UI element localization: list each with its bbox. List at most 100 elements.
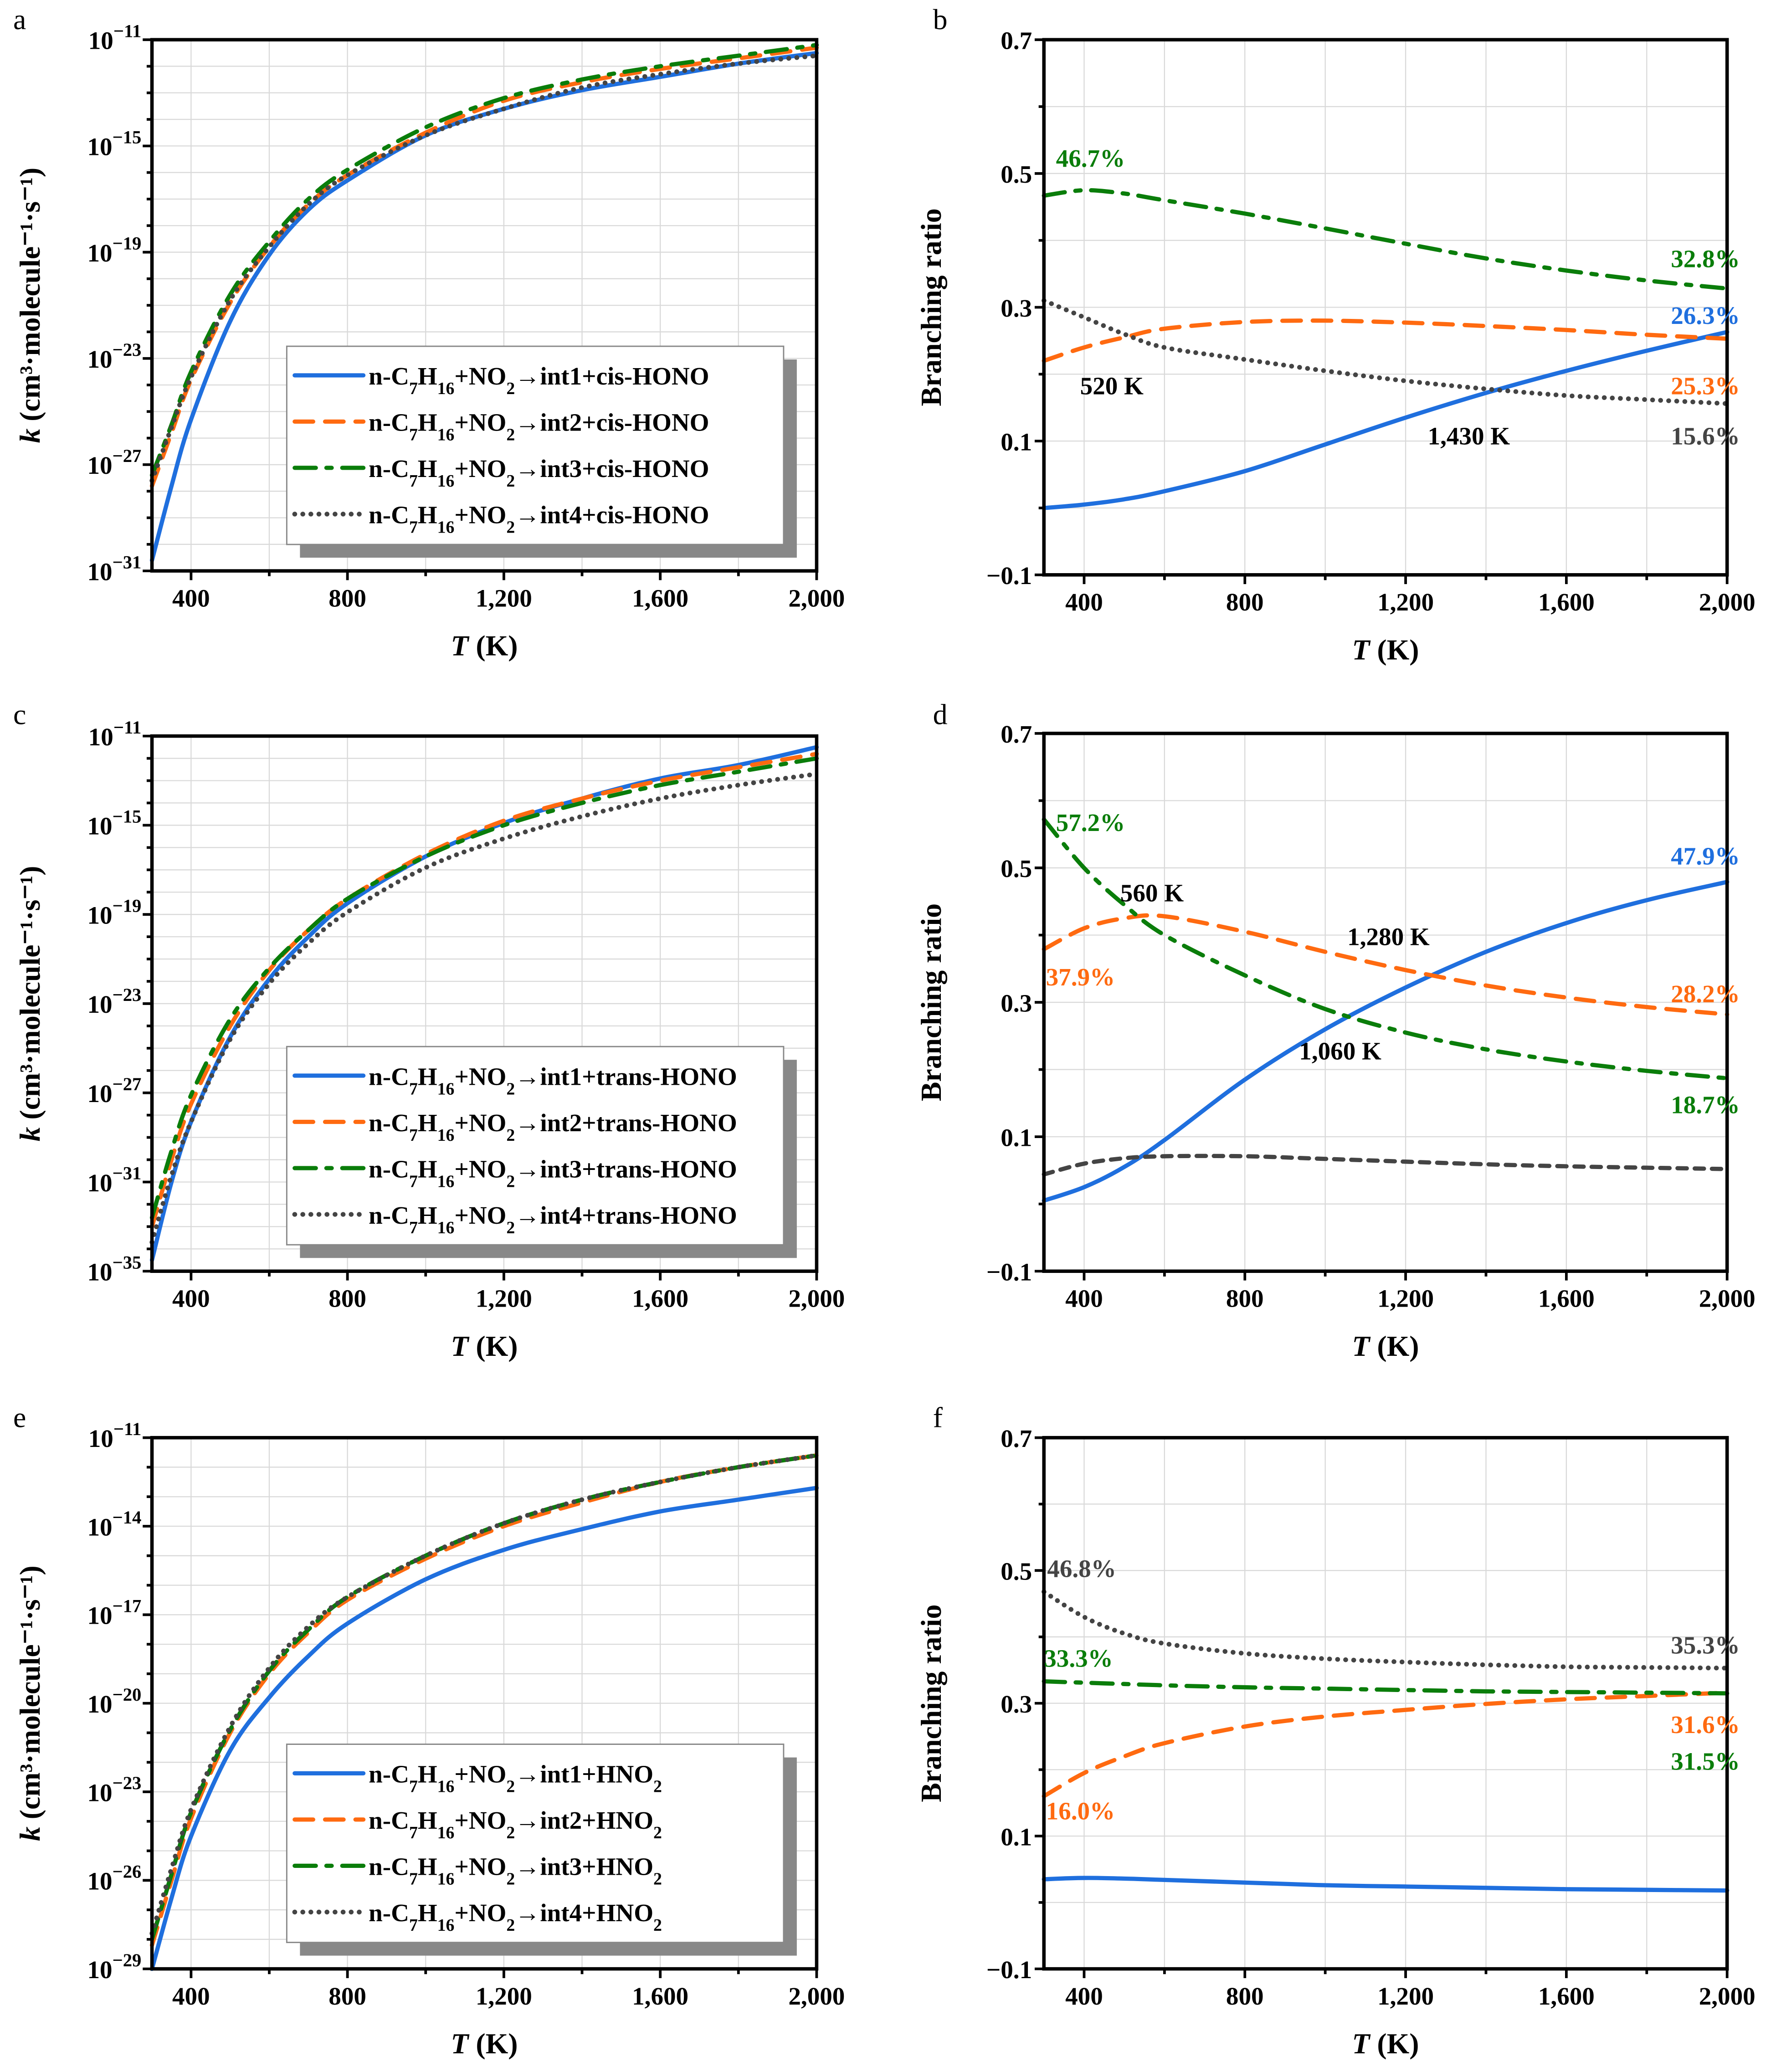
x-tick-label: 1,200 bbox=[1377, 1982, 1434, 2010]
ticks: 400 800 1,200 1,600 2,000 10−11 10−14 10−17 10−2… bbox=[87, 1419, 845, 2010]
annotation-label: 33.3% bbox=[1044, 1644, 1113, 1672]
legend-label: n-C7H16+NO2→int2+HNO2 bbox=[369, 1806, 662, 1842]
y-tick-label: 0.7 bbox=[1001, 1425, 1032, 1452]
y-tick-label: 10−35 bbox=[87, 1252, 142, 1286]
ticks: 400 800 1,200 1,600 2,000 10−11 10−15 10−19 10−2… bbox=[87, 717, 845, 1313]
ticks: 400 800 1,200 1,600 2,000 −0.1 0.1 0.3 0.5 0.7 bbox=[986, 1425, 1755, 2010]
y-axis-label: k (cm³·molecule⁻¹·s⁻¹) bbox=[14, 866, 46, 1142]
series-line-int3 bbox=[149, 1453, 819, 1942]
annotation-label: 520 K bbox=[1080, 372, 1144, 400]
y-tick-label: 10−11 bbox=[88, 1419, 142, 1452]
annotation-label: 32.8% bbox=[1671, 245, 1740, 272]
x-tick-label: 1,200 bbox=[476, 1285, 532, 1313]
x-tick-label: 400 bbox=[172, 1285, 210, 1313]
annotation-label: 18.7% bbox=[1671, 1091, 1740, 1119]
x-tick-label: 800 bbox=[329, 584, 366, 612]
gridlines bbox=[1044, 733, 1727, 1272]
panel-letter: d bbox=[933, 698, 948, 731]
y-tick-label: 0.3 bbox=[1001, 294, 1032, 322]
series-group bbox=[149, 43, 819, 563]
x-tick-label: 1,600 bbox=[1538, 1982, 1595, 2010]
annotation-label: 1,060 K bbox=[1299, 1037, 1381, 1065]
y-tick-label: 10−27 bbox=[87, 446, 142, 479]
ticks: 400 800 1,200 1,600 2,000 10−11 10−15 10−19 10−2… bbox=[87, 21, 845, 612]
series-line-int2 bbox=[1042, 913, 1730, 1017]
panel-letter: c bbox=[13, 698, 26, 731]
x-tick-label: 1,600 bbox=[1538, 1285, 1595, 1313]
y-tick-label: 10−23 bbox=[87, 1773, 142, 1806]
annotation-label: 1,430 K bbox=[1428, 422, 1510, 450]
legend-label: n-C7H16+NO2→int1+HNO2 bbox=[369, 1760, 662, 1796]
annotation-label: 31.5% bbox=[1671, 1747, 1740, 1775]
y-tick-label: 10−11 bbox=[88, 717, 142, 751]
y-tick-label: 0.7 bbox=[1001, 26, 1032, 54]
x-tick-label: 400 bbox=[1065, 1982, 1103, 2010]
series-group bbox=[149, 745, 819, 1262]
panel-letter: a bbox=[13, 3, 26, 36]
annotation-label: 37.9% bbox=[1046, 963, 1115, 991]
legend-label: n-C7H16+NO2→int4+cis-HONO bbox=[369, 501, 709, 537]
series-line-int1 bbox=[149, 1486, 819, 1971]
ticks: 400 800 1,200 1,600 2,000 −0.1 0.1 0.3 0.5 0.7 bbox=[986, 720, 1755, 1312]
series-line-int2 bbox=[1042, 1690, 1730, 1799]
y-tick-label: 10−31 bbox=[87, 1163, 142, 1197]
x-tick-label: 1,600 bbox=[632, 1982, 688, 2010]
series-line-int4 bbox=[149, 1453, 819, 1936]
annotation-label: 16.0% bbox=[1046, 1797, 1115, 1825]
series-line-int2 bbox=[1042, 318, 1730, 363]
annotation-label: 560 K bbox=[1120, 879, 1184, 907]
y-tick-label: 0.5 bbox=[1001, 1557, 1032, 1585]
panel-f: f 400 800 1,200 1,600 2,000 −0.1 0.1 0.3 0.5 0.7 T … bbox=[915, 1401, 1755, 2060]
annotation-label: 46.8% bbox=[1047, 1555, 1116, 1583]
annotation-label: 26.3% bbox=[1671, 302, 1740, 329]
panel-c: c 400 800 1,200 1,600 2,000 10−11 10−15 10−19 10−… bbox=[13, 698, 845, 1362]
y-tick-label: 10−20 bbox=[87, 1684, 142, 1718]
x-axis-label: T (K) bbox=[1352, 633, 1419, 666]
series-line-int3 bbox=[1042, 817, 1730, 1081]
x-tick-label: 2,000 bbox=[788, 1982, 845, 2010]
x-tick-label: 2,000 bbox=[788, 1285, 845, 1313]
annotation-label: 28.2% bbox=[1671, 980, 1740, 1008]
x-tick-label: 1,600 bbox=[632, 1285, 688, 1313]
x-axis-label: T (K) bbox=[1352, 2027, 1419, 2060]
annotation-label: 1,280 K bbox=[1347, 923, 1430, 951]
y-tick-label: 10−23 bbox=[87, 339, 142, 373]
x-tick-label: 2,000 bbox=[1699, 588, 1755, 616]
x-axis-label: T (K) bbox=[451, 1330, 518, 1362]
series-line-int3 bbox=[1042, 1679, 1730, 1696]
series-line-int4 bbox=[1042, 298, 1730, 406]
y-tick-label: −0.1 bbox=[986, 1956, 1032, 1984]
panel-letter: b bbox=[933, 3, 948, 36]
panel-letter: f bbox=[933, 1401, 943, 1433]
y-tick-label: 10−19 bbox=[87, 233, 142, 267]
series-line-int3 bbox=[149, 43, 819, 477]
y-axis-label: k (cm³·molecule⁻¹·s⁻¹) bbox=[14, 1565, 46, 1841]
x-axis-label: T (K) bbox=[451, 630, 518, 662]
x-tick-label: 1,200 bbox=[476, 1982, 532, 2010]
annotation-label: 25.3% bbox=[1671, 372, 1740, 400]
legend-label: n-C7H16+NO2→int1+cis-HONO bbox=[369, 362, 709, 398]
x-tick-label: 400 bbox=[172, 584, 210, 612]
ticks: 400 800 1,200 1,600 2,000 −0.1 0.1 0.3 0.5 0.7 bbox=[986, 26, 1755, 616]
annotation-label: 31.6% bbox=[1671, 1711, 1740, 1739]
series-line-int4 bbox=[1042, 1154, 1730, 1177]
plot-frame bbox=[150, 734, 819, 1273]
y-tick-label: −0.1 bbox=[986, 1258, 1032, 1286]
x-tick-label: 800 bbox=[1226, 588, 1264, 616]
x-tick-label: 400 bbox=[1065, 1285, 1103, 1313]
series-group bbox=[149, 1453, 819, 1971]
x-tick-label: 2,000 bbox=[1699, 1285, 1755, 1313]
annotation-label: 35.3% bbox=[1671, 1631, 1740, 1659]
x-tick-label: 800 bbox=[329, 1285, 366, 1313]
y-axis-label: Branching ratio bbox=[915, 1605, 947, 1802]
y-tick-label: 10−17 bbox=[87, 1596, 142, 1630]
legend-label: n-C7H16+NO2→int3+cis-HONO bbox=[369, 455, 709, 491]
legend-label: n-C7H16+NO2→int3+HNO2 bbox=[369, 1853, 662, 1889]
x-tick-label: 400 bbox=[172, 1982, 210, 2010]
legend-label: n-C7H16+NO2→int4+HNO2 bbox=[369, 1899, 662, 1935]
x-tick-label: 1,200 bbox=[1377, 588, 1434, 616]
y-tick-label: 10−19 bbox=[87, 895, 142, 929]
legend-label: n-C7H16+NO2→int1+trans-HONO bbox=[369, 1062, 737, 1098]
annotation-label: 15.6% bbox=[1671, 422, 1740, 450]
